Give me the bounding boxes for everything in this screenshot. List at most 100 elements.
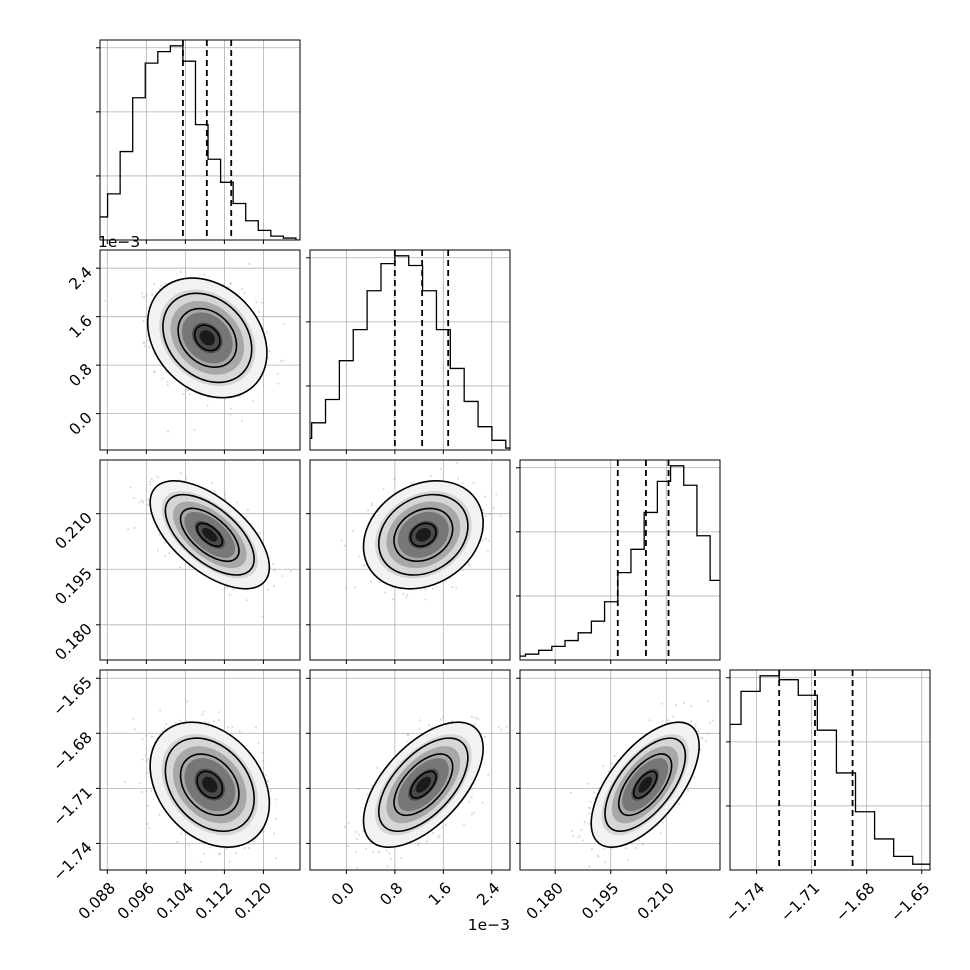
- scatter-point: [145, 734, 148, 737]
- scatter-point: [483, 735, 486, 738]
- scatter-point: [687, 789, 690, 792]
- scatter-point: [431, 587, 435, 590]
- scatter-point: [709, 721, 712, 725]
- y-tick-label: 0.0: [66, 409, 96, 439]
- scatter-point: [607, 770, 610, 773]
- scatter-point: [378, 580, 381, 584]
- scatter-point: [365, 847, 368, 850]
- scatter-point: [156, 475, 159, 479]
- panel-plot-area: [100, 460, 300, 660]
- contour-line-2: [179, 753, 240, 817]
- scatter-point: [418, 727, 421, 730]
- scatter-point: [634, 846, 637, 850]
- scatter-point: [132, 496, 135, 500]
- scatter-point: [148, 346, 151, 349]
- scatter-point: [641, 843, 645, 846]
- contour-line-3: [193, 324, 221, 352]
- scatter-point: [474, 716, 477, 720]
- panel-plot-area: [310, 460, 510, 660]
- scatter-point: [138, 501, 141, 504]
- scatter-point: [432, 832, 435, 835]
- scatter-point: [473, 723, 476, 726]
- scatter-point: [166, 384, 169, 387]
- scatter-point: [179, 566, 182, 569]
- scatter-point: [243, 292, 246, 295]
- scatter-point: [150, 477, 153, 481]
- contour-line-1: [604, 737, 687, 833]
- scatter-point: [638, 839, 641, 842]
- scatter-point: [229, 407, 232, 410]
- scatter-point: [597, 855, 600, 858]
- scatter-point: [210, 482, 214, 485]
- scatter-point: [145, 789, 148, 793]
- scatter-point: [375, 767, 378, 770]
- scatter-point: [366, 793, 369, 796]
- scatter-point: [226, 871, 228, 873]
- histogram-step: [730, 675, 930, 865]
- scatter-point: [439, 718, 443, 721]
- panel-plot-area: [520, 670, 720, 870]
- y-tick-label: −1.68: [49, 728, 95, 774]
- scatter-point: [358, 833, 361, 836]
- scatter-point: [281, 574, 284, 578]
- y-tick-label: 0.8: [66, 360, 96, 390]
- scatter-point: [372, 851, 375, 854]
- scatter-point: [240, 288, 244, 291]
- contour-line-1: [164, 737, 255, 833]
- scatter-point: [289, 569, 293, 573]
- scatter-point: [129, 486, 132, 489]
- y-tick-label: 0.210: [52, 509, 96, 553]
- scatter-point: [232, 588, 235, 591]
- scatter-point: [103, 299, 106, 302]
- scatter-point: [201, 713, 204, 716]
- scatter-point: [230, 732, 234, 735]
- x-tick-label: 2.4: [473, 879, 503, 909]
- scatter-point: [261, 751, 264, 754]
- scatter-point: [405, 596, 408, 599]
- scatter-point: [467, 564, 471, 567]
- scatter-point: [153, 371, 156, 374]
- scatter-point: [179, 270, 183, 274]
- scatter-point: [577, 836, 580, 839]
- scatter-point: [150, 293, 154, 296]
- scatter-point: [188, 393, 191, 396]
- scatter-point: [402, 592, 405, 596]
- scatter-point: [438, 834, 441, 837]
- contour-line-1: [377, 737, 469, 833]
- panel-3-1: 0.0 0.8 1.6 2.4 1e−3: [306, 669, 511, 934]
- scatter-point: [570, 829, 573, 832]
- scatter-point: [470, 796, 473, 799]
- contour-line-2: [393, 507, 454, 563]
- panel-frame: [99, 249, 301, 451]
- x-tick-label: −1.71: [777, 879, 823, 925]
- scatter-point: [588, 865, 591, 868]
- x-offset-label: 1e−3: [468, 916, 510, 934]
- panel-frame: [309, 249, 511, 451]
- contour-line-1: [377, 493, 469, 576]
- scatter-point: [123, 780, 127, 783]
- contour-line-3: [196, 522, 224, 548]
- y-tick-label: −1.71: [49, 783, 95, 829]
- scatter-point: [345, 587, 348, 590]
- scatter-point: [228, 860, 231, 863]
- scatter-point: [213, 490, 216, 493]
- scatter-point: [132, 717, 135, 720]
- scatter-point: [693, 776, 696, 779]
- scatter-point: [165, 723, 168, 726]
- scatter-point: [133, 728, 136, 731]
- scatter-point: [140, 292, 144, 295]
- panel-frame: [99, 669, 301, 871]
- panel-frame: [99, 459, 301, 661]
- scatter-point: [370, 504, 373, 507]
- scatter-point: [142, 319, 145, 322]
- scatter-point: [384, 591, 387, 594]
- scatter-point: [370, 784, 373, 787]
- scatter-point: [624, 847, 628, 850]
- scatter-point: [369, 580, 373, 583]
- scatter-point: [141, 758, 144, 761]
- scatter-point: [390, 858, 393, 861]
- scatter-point: [193, 428, 196, 431]
- scatter-point: [378, 850, 381, 854]
- scatter-point: [343, 544, 346, 547]
